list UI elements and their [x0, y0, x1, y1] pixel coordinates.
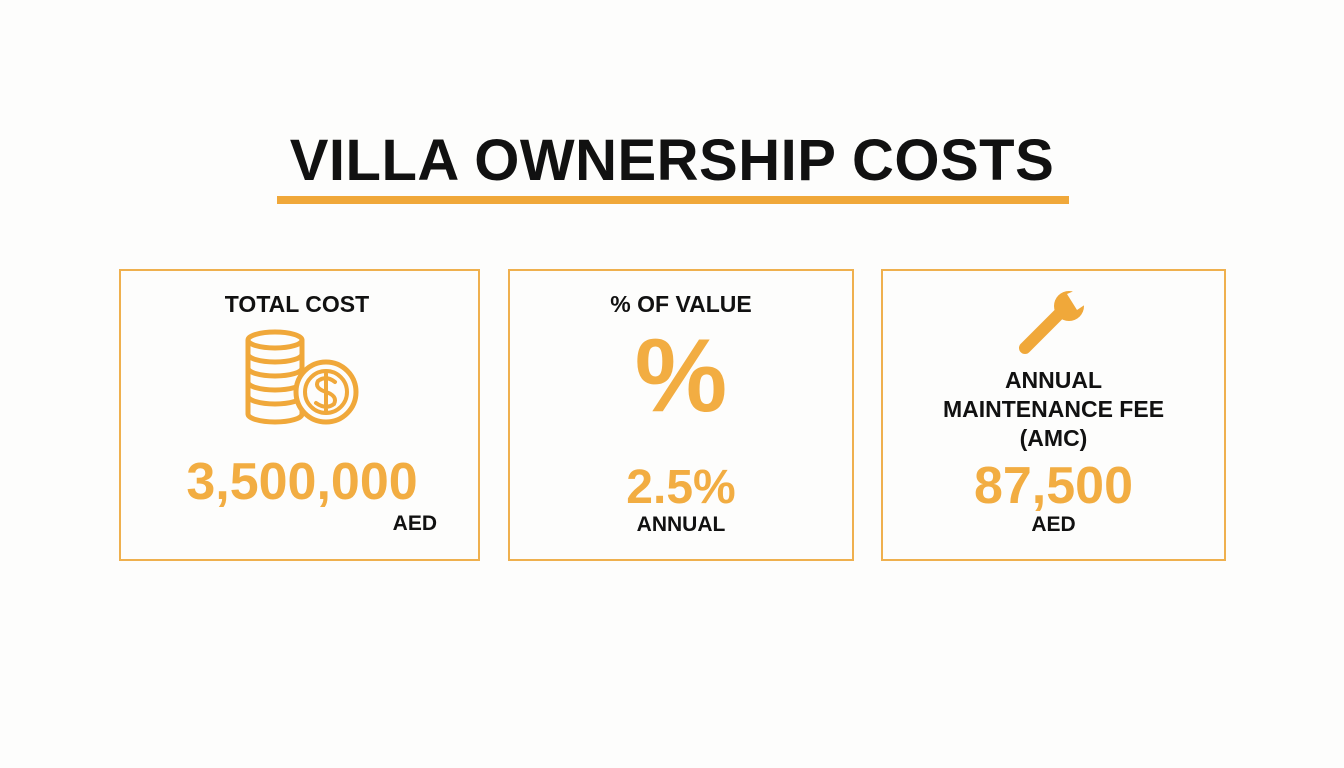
label-line: ANNUAL — [1004, 367, 1103, 393]
card — [508, 269, 854, 561]
card-value: 87,500 — [973, 457, 1134, 515]
wrench-icon — [1019, 290, 1089, 354]
card — [119, 269, 480, 561]
card-value: 2.5% — [626, 461, 736, 514]
label-line: MAINTENANCE FEE — [942, 396, 1165, 422]
card-unit: AED — [392, 512, 437, 535]
card-label: % OF VALUE — [610, 291, 752, 317]
card-unit: AED — [1031, 513, 1076, 536]
coins-icon — [245, 329, 359, 425]
card — [881, 269, 1226, 561]
label-line: (AMC) — [1019, 425, 1088, 451]
card-label: ANNUAL MAINTENANCE FEE (AMC) — [881, 366, 1226, 453]
card-label: TOTAL COST — [224, 291, 370, 317]
card-value: 3,500,000 — [186, 453, 418, 511]
title-underline — [277, 196, 1069, 204]
card-unit: ANNUAL — [636, 513, 726, 536]
title: VILLA OWNERSHIP COSTS — [289, 128, 1055, 193]
percent-icon: % — [634, 318, 728, 434]
